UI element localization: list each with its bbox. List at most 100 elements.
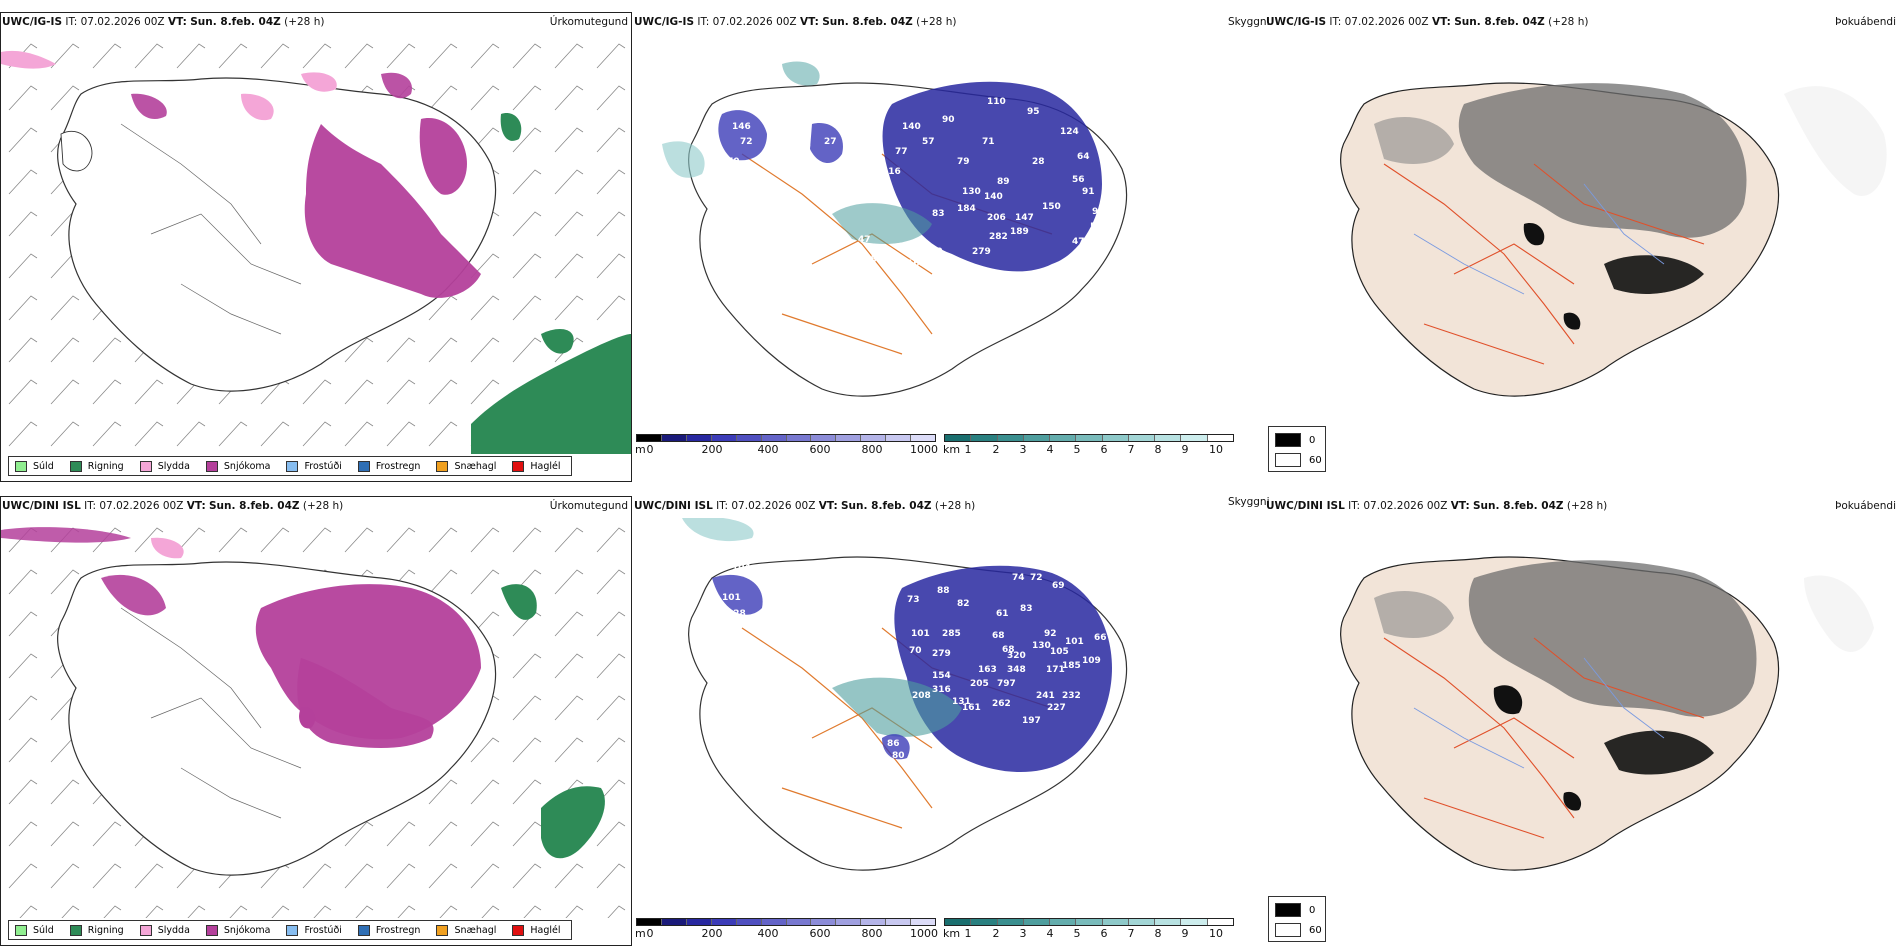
- cbar-cell: [761, 919, 787, 925]
- legend-item-haglel: Haglél: [512, 924, 561, 936]
- legend-swatch: [139, 460, 152, 472]
- cloudbase-label: 197: [1022, 716, 1041, 726]
- vt-value: Sun. 8.feb. 04Z: [841, 500, 932, 512]
- cbar-cell: [1128, 435, 1156, 441]
- cloudbase-label: 161: [962, 703, 981, 713]
- field-name-skyggni: Skyggni: [1228, 496, 1270, 508]
- legend-item-haglel: Haglél: [512, 460, 561, 472]
- cbar-cell: [1207, 919, 1233, 925]
- field-name-precip: Úrkomutegund: [549, 16, 628, 28]
- cbar-cell: [886, 435, 912, 441]
- cloudbase-label: 68: [1102, 177, 1115, 187]
- cbar-cell: [786, 919, 812, 925]
- cloudbase-label: 109: [1082, 656, 1101, 666]
- cloudbase-label: 47: [1072, 237, 1085, 247]
- cloudbase-label: 279: [932, 649, 951, 659]
- it-value: 07.02.2026 00Z: [712, 16, 797, 28]
- colorbar-tick: 0: [646, 443, 654, 456]
- cloudbase-label: 86: [1112, 611, 1125, 621]
- cbar-cell: [1050, 435, 1077, 441]
- cbar-cell: [711, 435, 737, 441]
- colorbar-tick: 2: [992, 927, 1000, 940]
- cloudbase-label: 147: [1015, 213, 1034, 223]
- cloudbase-label: 140: [984, 192, 1003, 202]
- legend-item-frostregn: Frostregn: [357, 924, 421, 936]
- legend-item-snaehagl: Snæhagl: [436, 924, 496, 936]
- cbar-cell: [945, 435, 972, 441]
- panel-header: UWC/IG-IS IT: 07.02.2026 00Z VT: Sun. 8.…: [634, 16, 1258, 32]
- colorbar-tick: 6: [1100, 443, 1108, 456]
- fog-legend-label: 0: [1309, 904, 1316, 916]
- cloudbase-label: 130: [1032, 641, 1051, 651]
- cloudbase-label: 82: [957, 599, 970, 609]
- precip-map-svg: [1, 34, 631, 454]
- colorbar-tick: 9: [1181, 927, 1189, 940]
- cbar-cell: [686, 919, 712, 925]
- lead-time: (+28 h): [916, 16, 957, 28]
- cbar-cell: [1023, 919, 1051, 925]
- legend-swatch: [15, 924, 27, 936]
- cloudbase-map-svg: 146 72 70 27 87 25 140 57 90 110 95 124 …: [662, 61, 1127, 397]
- cloudbase-label: 348: [1007, 665, 1026, 675]
- cloudbase-label: 99: [757, 651, 770, 661]
- cloudbase-map-svg: 104 46 101 128 99 73 88 82 74 72 69 61 8…: [682, 518, 1127, 871]
- cloudbase-label: 316: [932, 685, 951, 695]
- cbar-cell: [786, 435, 812, 441]
- cloudbase-label: 68: [992, 631, 1005, 641]
- cbar-cell: [811, 919, 837, 925]
- it-label: IT:: [65, 16, 78, 28]
- cloudbase-label: 72: [1030, 573, 1043, 583]
- cbar-cell: [945, 919, 972, 925]
- vt-label: VT:: [799, 16, 819, 28]
- legend-swatch: [139, 924, 152, 936]
- legend-item-snjokoma: Snjókoma: [205, 924, 271, 936]
- cloudbase-label: 87: [762, 187, 775, 197]
- cbar-cell: [811, 435, 837, 441]
- colorbar-tick: 5: [1073, 443, 1081, 456]
- cloudbase-colorbar: m 0 200 400 600 800 1000: [635, 434, 938, 456]
- legend-label: Rigning: [87, 924, 124, 936]
- cloudbase-label: 279: [972, 247, 991, 257]
- legend-label: Rigning: [87, 460, 124, 472]
- fog-legend: 0 60: [1268, 426, 1326, 472]
- lead-time: (+28 h): [1548, 16, 1589, 28]
- colorbar-tick: 800: [861, 927, 883, 940]
- cloudbase-label: 128: [727, 609, 746, 619]
- cbar-cell: [836, 435, 862, 441]
- cloudbase-label: 72: [740, 137, 753, 147]
- fog-legend-row: 60: [1275, 453, 1322, 467]
- legend-label: Haglél: [530, 924, 561, 936]
- cloudbase-label: 91: [1082, 187, 1095, 197]
- legend-label: Snjókoma: [223, 924, 271, 936]
- legend-label: Frostregn: [375, 924, 421, 936]
- legend-swatch: [512, 924, 525, 936]
- colorbar-tick: 0: [646, 927, 654, 940]
- legend-swatch: [357, 460, 370, 472]
- cloudbase-label: 90: [942, 115, 955, 125]
- vt-label: VT:: [1431, 16, 1451, 28]
- field-name-fog: Þokuábendi: [1835, 16, 1896, 28]
- legend-swatch: [69, 924, 82, 936]
- cloudbase-label: 89: [997, 177, 1010, 187]
- panel-header: UWC/IG-IS IT: 07.02.2026 00Z VT: Sun. 8.…: [2, 16, 628, 32]
- fog-legend-label: 60: [1309, 924, 1322, 936]
- cloudbase-label: 83: [1020, 604, 1033, 614]
- lead-time: (+28 h): [302, 500, 344, 512]
- visibility-colorbar: km 1 2 3 4 5 6 7 8 9 10: [943, 918, 1234, 940]
- fog-legend-label: 60: [1309, 454, 1322, 466]
- cbar-cell: [886, 919, 912, 925]
- cbar-cell: [1102, 919, 1129, 925]
- cloudbase-colorbar-cells: [636, 918, 936, 926]
- colorbar-tick: 7: [1127, 443, 1135, 456]
- legend-item-slydda: Slydda: [139, 460, 190, 472]
- legend-item-snjokoma: Snjókoma: [205, 460, 270, 472]
- legend-swatch: [436, 460, 449, 472]
- fog-map-svg: [1340, 82, 1887, 397]
- cbar-cell: [711, 919, 737, 925]
- cloudbase-label: 282: [989, 232, 1008, 242]
- cloudbase-label: 232: [1062, 691, 1081, 701]
- colorbar-tick: 600: [809, 927, 831, 940]
- cloudbase-label: 28: [1032, 157, 1045, 167]
- cloudbase-label: 53: [1090, 222, 1103, 232]
